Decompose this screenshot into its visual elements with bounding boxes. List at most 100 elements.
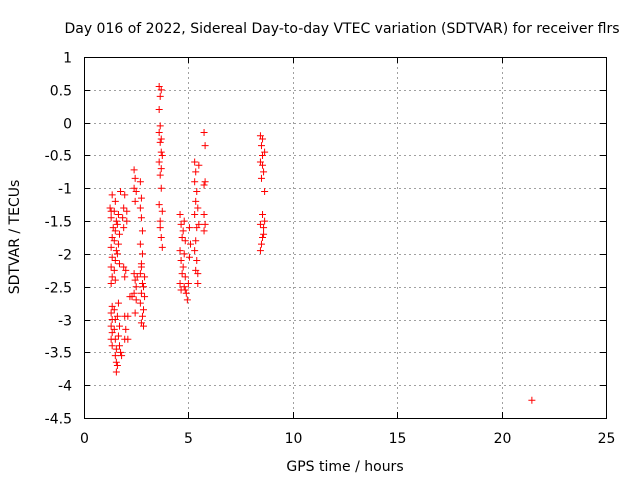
y-axis-label: SDTVAR / TECUs — [7, 180, 23, 295]
data-point — [191, 178, 199, 186]
data-point — [117, 348, 125, 356]
data-point — [112, 368, 120, 376]
data-point — [112, 217, 120, 225]
data-point — [156, 224, 164, 232]
data-point — [136, 270, 144, 278]
data-point — [137, 289, 145, 297]
data-point — [155, 201, 163, 209]
data-point — [108, 253, 116, 261]
data-point — [192, 197, 200, 205]
data-point — [115, 342, 123, 350]
plot-frame — [84, 57, 607, 419]
data-point — [124, 335, 132, 343]
data-point — [257, 240, 265, 248]
axis-tick-labels: 0 5 10 15 20 25 1 0.5 0 -0.5 -1 -1.5 -2 -2.5 -3 -3.5 -4 -… — [45, 51, 616, 448]
y-tick-label: -2 — [58, 248, 72, 264]
data-point — [183, 296, 191, 304]
data-point — [111, 352, 119, 360]
data-point — [138, 312, 146, 320]
data-point — [131, 197, 139, 205]
data-point — [111, 256, 119, 264]
data-point — [123, 207, 131, 215]
grid-lines — [84, 57, 606, 418]
data-point — [110, 237, 118, 245]
data-point — [194, 204, 202, 212]
data-point — [259, 161, 267, 169]
data-point — [112, 358, 120, 366]
data-point — [181, 286, 189, 294]
y-tick-label: -4 — [58, 379, 72, 395]
data-point — [179, 227, 187, 235]
data-point — [194, 270, 202, 278]
data-point — [107, 214, 115, 222]
data-point — [119, 214, 127, 222]
data-point — [111, 227, 119, 235]
data-point — [140, 322, 148, 330]
data-point — [130, 270, 138, 278]
data-point — [120, 204, 128, 212]
data-point — [155, 158, 163, 166]
data-point — [194, 279, 202, 287]
x-tick-label: 25 — [598, 431, 616, 447]
y-tick-label: -1 — [58, 182, 72, 198]
data-point — [256, 220, 264, 228]
data-point — [201, 178, 209, 186]
data-point — [108, 191, 116, 199]
data-point — [136, 240, 144, 248]
data-point — [157, 135, 165, 143]
data-point — [136, 299, 144, 307]
data-point — [178, 234, 186, 241]
data-point — [256, 247, 264, 255]
data-point — [156, 122, 164, 130]
data-point — [260, 168, 268, 176]
data-point — [261, 148, 269, 156]
data-point — [156, 217, 164, 225]
data-point — [157, 165, 165, 173]
data-point — [111, 276, 119, 284]
data-point — [191, 247, 199, 255]
data-point — [120, 224, 128, 232]
data-point — [155, 106, 163, 114]
x-tick-label: 20 — [494, 431, 512, 447]
data-point — [200, 128, 208, 136]
data-point — [132, 188, 140, 196]
data-point — [114, 211, 122, 219]
data-point — [107, 322, 115, 330]
data-point — [180, 217, 188, 225]
data-point — [110, 306, 118, 314]
y-tick-label: -0.5 — [45, 149, 72, 165]
data-point — [176, 279, 184, 287]
data-point — [137, 263, 145, 271]
data-point — [193, 256, 201, 264]
data-point — [200, 211, 208, 219]
data-point — [122, 325, 130, 333]
data-point — [201, 142, 209, 150]
y-tick-label: -4.5 — [45, 412, 72, 428]
data-point — [110, 207, 118, 215]
data-point — [137, 194, 145, 202]
data-point — [118, 352, 126, 360]
data-point — [140, 306, 148, 314]
x-axis-label: GPS time / hours — [286, 459, 403, 475]
chart-title: Day 016 of 2022, Sidereal Day-to-day VTE… — [64, 21, 619, 37]
data-point — [261, 217, 269, 225]
data-point — [107, 279, 115, 287]
data-point — [130, 166, 138, 174]
data-point — [112, 247, 120, 255]
data-point — [121, 273, 129, 281]
data-point — [111, 335, 119, 343]
data-point — [176, 247, 184, 255]
data-point — [107, 243, 115, 251]
data-point — [122, 266, 130, 274]
data-point — [185, 224, 193, 232]
data-point — [123, 217, 131, 225]
x-tick-label: 5 — [184, 431, 193, 447]
data-point — [124, 312, 132, 320]
data-point — [108, 273, 116, 281]
data-point — [138, 227, 146, 235]
data-point — [261, 188, 269, 196]
data-point — [115, 322, 123, 330]
data-point — [176, 211, 184, 219]
